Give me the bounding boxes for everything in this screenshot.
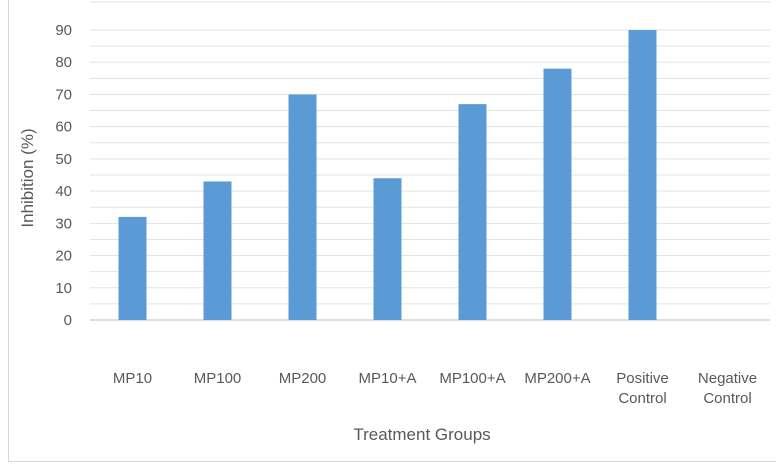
x-category-label: MP100+A <box>439 370 505 387</box>
y-tick-label: 40 <box>55 183 72 200</box>
y-tick-label: 10 <box>55 280 72 297</box>
bar <box>458 104 487 320</box>
y-tick-label: 30 <box>55 215 72 232</box>
y-tick-label: 20 <box>55 248 72 265</box>
y-axis-title: Inhibition (%) <box>18 128 37 227</box>
x-category-label: MP200+A <box>524 370 590 387</box>
bar <box>288 94 317 320</box>
bar <box>118 216 147 320</box>
x-category-label: MP10 <box>113 370 152 387</box>
x-category-label: Positive <box>616 370 669 387</box>
x-category-label: MP10+A <box>359 370 417 387</box>
x-axis-categories: MP10 MP100 MP200 MP10+A MP100+A MP200+A Positi… <box>113 370 757 407</box>
y-tick-label: 90 <box>55 22 72 39</box>
x-category-label: Negative <box>698 370 757 387</box>
x-axis-title: Treatment Groups <box>353 425 490 444</box>
x-category-label: MP200 <box>279 370 327 387</box>
y-axis-ticks: 0 10 20 30 40 50 60 70 80 90 <box>55 22 72 329</box>
chart-frame <box>8 0 776 462</box>
bars <box>118 30 657 321</box>
bar <box>203 181 232 320</box>
gridlines <box>90 1 770 321</box>
x-category-label: Control <box>618 390 666 407</box>
bar <box>628 30 657 320</box>
x-category-label: MP100 <box>194 370 242 387</box>
y-tick-label: 70 <box>55 86 72 103</box>
y-tick-label: 60 <box>55 119 72 136</box>
bar <box>373 178 402 320</box>
y-tick-label: 0 <box>64 312 72 329</box>
x-category-label: Control <box>703 390 751 407</box>
bar <box>543 68 572 321</box>
y-tick-label: 80 <box>55 54 72 71</box>
y-tick-label: 50 <box>55 151 72 168</box>
